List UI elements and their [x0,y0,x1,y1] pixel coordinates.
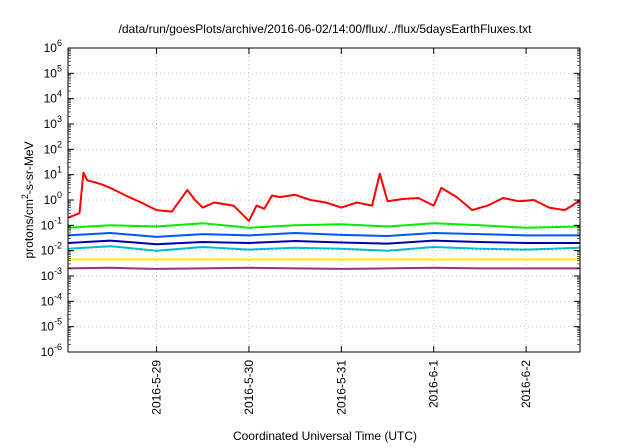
y-tick-label: 10-1 [41,215,62,232]
series-line [67,222,581,229]
y-tick-label: 100 [44,190,62,207]
y-tick-label: 10-6 [41,342,62,359]
x-axis-label: Coordinated Universal Time (UTC) [233,429,417,443]
y-label-unit: protons/cm [22,199,36,258]
y-tick-label: 106 [44,38,62,55]
series-line [67,239,580,246]
y-tick-label: 101 [44,165,62,182]
x-tick-label: 2016-6-1 [427,360,441,408]
y-tick-label: 10-3 [41,266,62,283]
chart-title: /data/run/goesPlots/archive/2016-06-02/1… [119,22,533,36]
y-tick-label: 104 [44,89,62,106]
y-tick-label: 102 [44,139,62,156]
y-tick-label: 10-5 [41,317,62,334]
x-tick-label: 2016-6-2 [519,360,533,408]
series-line [67,245,581,252]
grid [68,48,580,352]
series-line [67,232,580,238]
y-tick-label: 105 [44,63,62,80]
y-label-rest: -s-sr-MeV [22,141,36,194]
series-line [67,266,580,270]
x-tick-label: 2016-5-30 [242,360,256,415]
axes: 10-6 10-5 10-4 10-3 10-2 10-1 100 101 102 103 104 1… [41,38,580,415]
series-line [67,171,581,222]
series-group [67,171,581,270]
y-tick-label: 103 [44,114,62,131]
y-label-exponent: 2 [20,194,30,199]
x-tick-label: 2016-5-31 [334,360,348,415]
y-tick-label: 10-4 [41,291,62,308]
x-tick-label: 2016-5-29 [150,360,164,415]
y-axis-label: protons/cm2-s-sr-MeV [20,141,36,258]
y-tick-label: 10-2 [41,241,62,258]
